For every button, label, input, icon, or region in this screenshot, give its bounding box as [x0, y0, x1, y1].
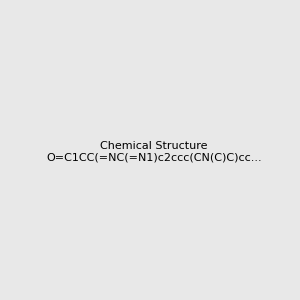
Text: Chemical Structure
O=C1CC(=NC(=N1)c2ccc(CN(C)C)cc...: Chemical Structure O=C1CC(=NC(=N1)c2ccc(…: [46, 141, 262, 162]
